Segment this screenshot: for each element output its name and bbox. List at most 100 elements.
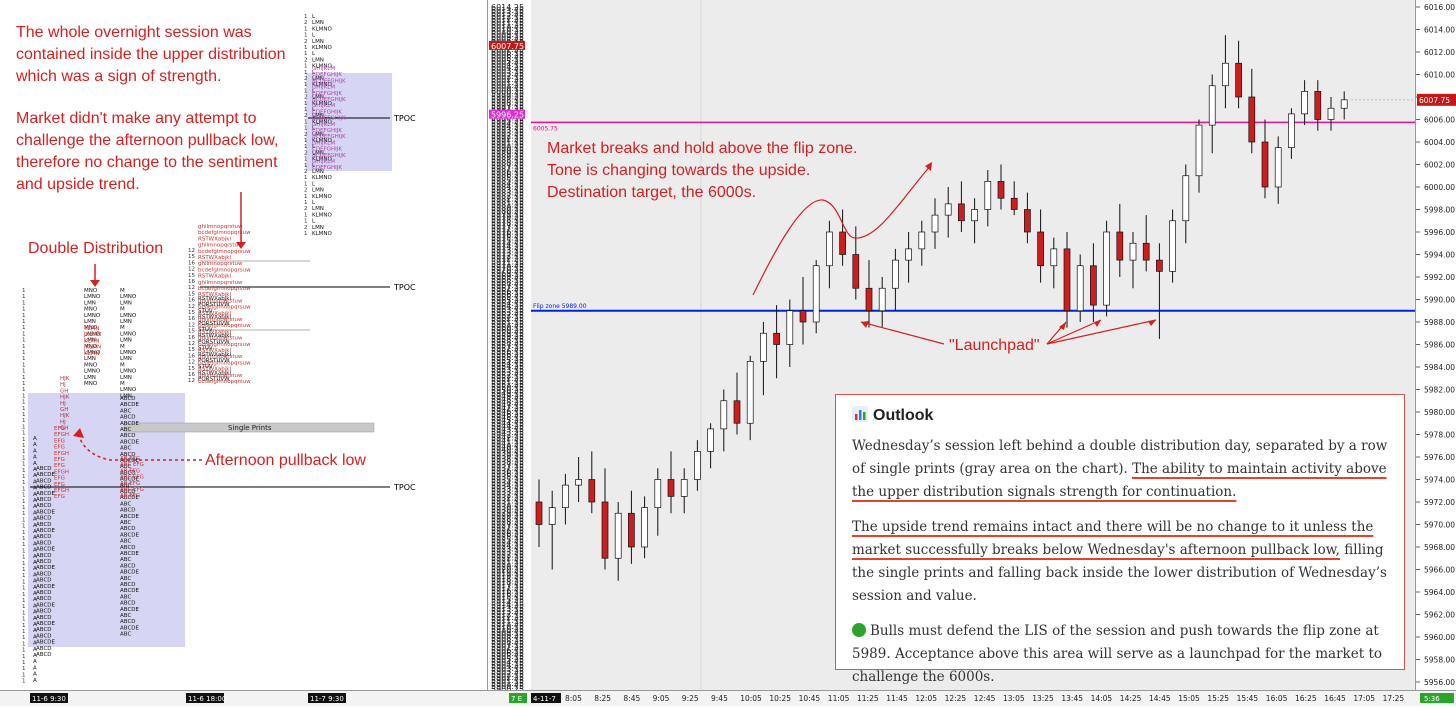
- ladder-price: 5954.25: [491, 362, 524, 371]
- outlook-text: Bulls must defend the LIS of the session…: [852, 623, 1382, 685]
- tpo-letters: ABCDE: [120, 514, 140, 520]
- ladder-price: 5954.75: [491, 359, 524, 368]
- tpo-letters: A: [33, 672, 37, 678]
- tpo-letters: 12: [188, 248, 195, 254]
- time-axis-bar[interactable]: 11-6 9:30 11-6 18:00 11-7 9:30 7 E 4-11-7 8:0…: [0, 690, 1456, 706]
- ladder-price: 5914.25: [491, 601, 524, 610]
- tpo-letters: 1: [22, 474, 26, 480]
- bear-candle: [733, 400, 741, 424]
- ladder-price: 5978.75: [491, 215, 524, 224]
- tpo-letters: A: [33, 603, 37, 609]
- tpo-letters: ghilmnopqrstuw: [198, 373, 243, 379]
- tpo-letters: 1: [22, 561, 26, 567]
- price-tick-label: 5982.00: [1424, 386, 1455, 395]
- tpo-letters: RSTWXabjkl: [198, 311, 231, 317]
- tpo-letters: KLMN: [84, 326, 100, 332]
- tpo-letters: 16: [188, 298, 195, 304]
- arrowhead-icon: [90, 280, 100, 287]
- ladder-price: 5998.75: [491, 96, 524, 105]
- tpo-letters: 1: [22, 623, 26, 629]
- ladder-price: 5951.25: [491, 380, 524, 389]
- tpo-letters: M: [120, 325, 125, 331]
- ladder-price: 5949.75: [491, 389, 524, 398]
- tpo-letters: 1: [22, 511, 26, 517]
- ladder-price: 6005.75: [491, 54, 524, 63]
- tpo-letters: ABCD: [120, 433, 136, 439]
- ladder-price: 5907.25: [491, 643, 524, 652]
- price-tick-label: 6016.00: [1424, 3, 1455, 12]
- tpo-letters: LMNO: [120, 350, 137, 356]
- ladder-price: 5963.25: [491, 308, 524, 317]
- ladder-price: 5975.75: [491, 233, 524, 242]
- ladder-price: 5978.25: [491, 218, 524, 227]
- tpo-letters: KLMNO: [312, 101, 333, 107]
- tpo-letters: RSTWXabjkl: [198, 333, 231, 339]
- time-tick-label: 9:45: [711, 694, 728, 703]
- tpo-letters: L: [312, 181, 316, 187]
- ladder-price: 6012.75: [491, 12, 524, 21]
- tpo-letters: L: [312, 200, 316, 206]
- ladder-price: 5933.25: [491, 488, 524, 497]
- tpo-letters: MNO: [84, 307, 98, 313]
- ladder-price: 5909.75: [491, 628, 524, 637]
- tpo-letters: ghilmnopqrstuw: [198, 336, 243, 342]
- tpo-letters: 1: [304, 101, 308, 107]
- ladder-price: 5923.25: [491, 547, 524, 556]
- tpo-letters: 1: [22, 499, 26, 505]
- ladder-price: 5968.75: [491, 275, 524, 284]
- ladder-price: 5959.25: [491, 332, 524, 341]
- tpo-letters: 1: [22, 660, 26, 666]
- tpo-letters: A: [33, 628, 37, 634]
- ladder-price: 5921.25: [491, 559, 524, 568]
- ladder-price: 5928.25: [491, 517, 524, 526]
- current-price-text: 6007.75: [1419, 96, 1450, 105]
- tpo-letters: STUV: [198, 364, 213, 370]
- ladder-price: 5932.25: [491, 494, 524, 503]
- ladder-price: 5945.25: [491, 416, 524, 425]
- ladder-poc-text: 5996.25: [491, 111, 524, 120]
- launchpad-label: "Launchpad": [949, 337, 1040, 354]
- end-time-tag: [1420, 693, 1454, 703]
- ladder-price: 5952.25: [491, 374, 524, 383]
- price-tick-label: 5976.00: [1424, 453, 1455, 462]
- tpo-letters: KLMNO: [312, 64, 333, 70]
- outlook-text: filling the single prints and falling ba…: [852, 542, 1387, 604]
- tpo-letters: LMN: [312, 206, 324, 212]
- tpo-letters: 1: [22, 672, 26, 678]
- time-tick-label: 10:25: [769, 694, 791, 703]
- time-tick-label: 9:25: [682, 694, 699, 703]
- ladder-price: 5964.75: [491, 299, 524, 308]
- ladder-price: 5993.25: [491, 129, 524, 138]
- profile-price-ladder: 6014.256013.756013.256012.756012.256011.…: [489, 3, 525, 694]
- tpo-letters: 1: [22, 641, 26, 647]
- tpo-letters: LMN: [120, 300, 132, 306]
- tpo-letters: 1: [22, 455, 26, 461]
- tpo-letters: 15: [188, 366, 195, 372]
- tpo-letters: 1: [22, 300, 26, 306]
- ladder-price: 5986.25: [491, 171, 524, 180]
- tpo-letters: ABCDE: [120, 495, 140, 501]
- tpo-letters: ABCD: [120, 619, 136, 625]
- tpo-letters: LMN: [312, 132, 324, 138]
- tpo-letters: LMN: [312, 188, 324, 194]
- tpo-letters: ABC: [120, 632, 131, 638]
- ladder-price: 5961.75: [491, 317, 524, 326]
- tpo-letters: 1: [304, 33, 308, 39]
- tpo-letters: ABCD: [36, 578, 52, 584]
- chart-price-axis[interactable]: 6016.006014.006012.006010.006008.006006.…: [1415, 0, 1456, 690]
- tpo-letters: L: [312, 163, 316, 169]
- bull-candle: [1301, 91, 1308, 115]
- tpo-letters: 1: [22, 493, 26, 499]
- profile-price-axis[interactable]: 6014.25 6013.75 6013.25 6012.75 6012.25 6011.…: [487, 0, 533, 694]
- tpo-letters: A: [33, 597, 37, 603]
- time-tick-label: 16:05: [1266, 694, 1288, 703]
- tpo-letters: 1: [304, 126, 308, 132]
- tpoc-label: TPOC: [393, 114, 416, 123]
- tpo-letters: A: [33, 678, 37, 684]
- ladder-price: 5925.75: [491, 532, 524, 541]
- ladder-price: 6010.25: [491, 27, 524, 36]
- tpo-letters: ABCD: [36, 571, 52, 577]
- ladder-price: 5947.75: [491, 401, 524, 410]
- ladder-price: 5945.75: [491, 413, 524, 422]
